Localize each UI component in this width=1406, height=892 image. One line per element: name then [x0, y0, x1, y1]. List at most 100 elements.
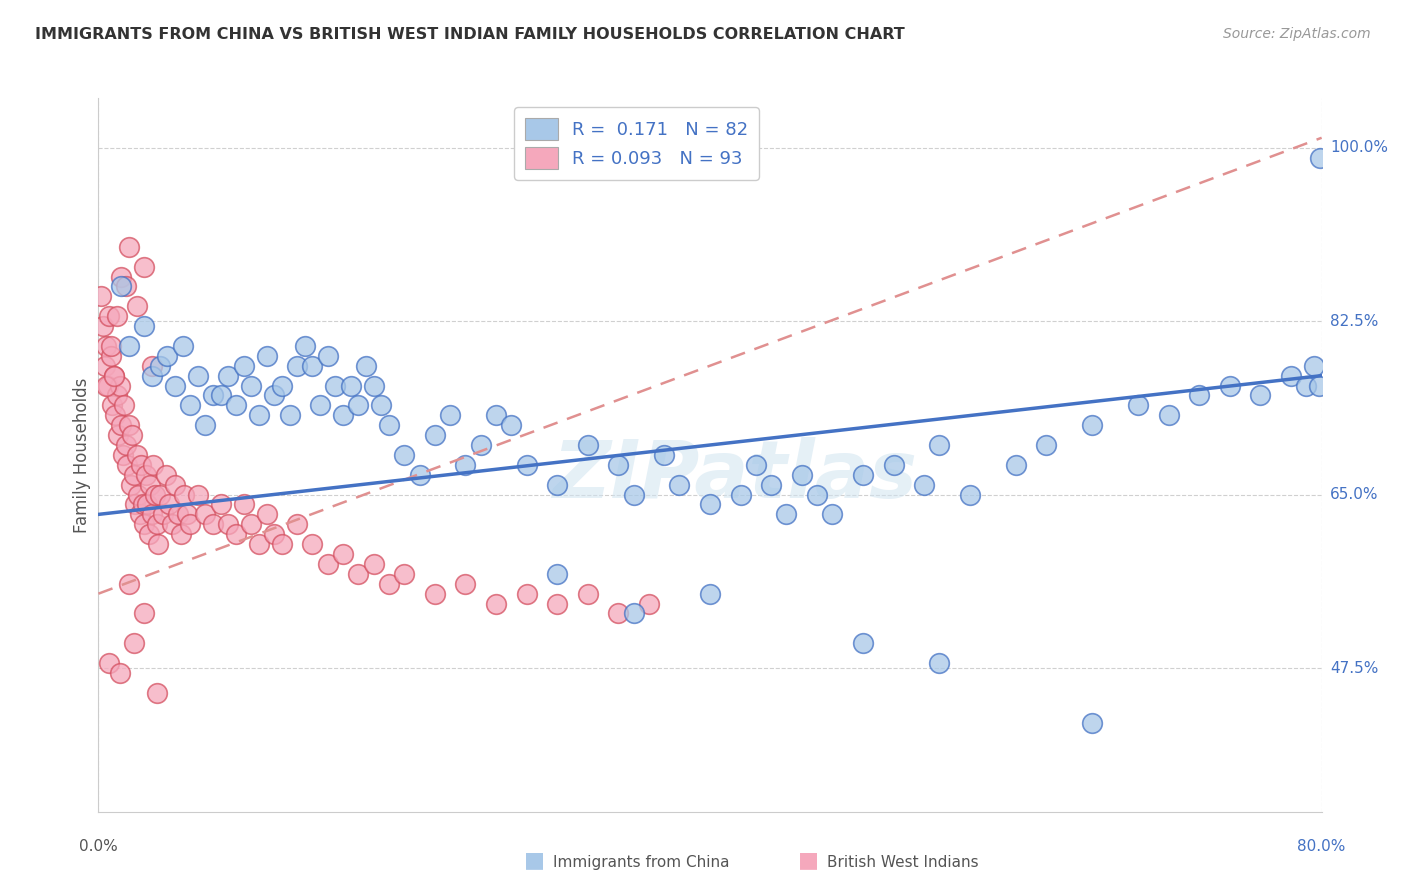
Point [115, 279, 138, 293]
Legend: R =  0.171   N = 82, R = 0.093   N = 93: R = 0.171 N = 82, R = 0.093 N = 93 [515, 107, 759, 180]
Point [217, 517, 239, 532]
Point [155, 467, 177, 482]
Point [301, 359, 323, 373]
Point [149, 359, 172, 373]
Point [439, 409, 461, 423]
Point [202, 388, 225, 402]
Text: ■: ■ [524, 850, 544, 870]
Point [1128, 398, 1150, 412]
Point [285, 359, 308, 373]
Point [118, 339, 141, 353]
Point [163, 477, 186, 491]
Point [141, 508, 163, 522]
Point [142, 458, 165, 472]
Point [156, 349, 179, 363]
Point [134, 319, 156, 334]
Text: 0.0%: 0.0% [79, 839, 118, 855]
Point [423, 587, 446, 601]
Point [134, 517, 156, 532]
Point [1250, 388, 1272, 402]
Point [325, 378, 347, 392]
Y-axis label: Family Households: Family Households [73, 377, 91, 533]
Point [1295, 378, 1317, 392]
Point [699, 587, 721, 601]
Point [117, 458, 139, 472]
Point [110, 418, 132, 433]
Point [516, 458, 538, 472]
Text: ZIPatlas: ZIPatlas [553, 437, 917, 516]
Point [124, 498, 146, 512]
Point [104, 409, 127, 423]
Point [761, 477, 783, 491]
Point [485, 409, 508, 423]
Point [1081, 715, 1104, 730]
Point [607, 458, 630, 472]
Point [378, 576, 401, 591]
Point [129, 458, 152, 472]
Point [110, 279, 132, 293]
Point [179, 398, 201, 412]
Point [332, 409, 354, 423]
Point [278, 409, 301, 423]
Point [98, 656, 121, 670]
Point [301, 537, 323, 551]
Point [668, 477, 690, 491]
Point [163, 378, 186, 392]
Point [1303, 359, 1326, 373]
Point [454, 458, 477, 472]
Text: 82.5%: 82.5% [1330, 314, 1378, 328]
Point [145, 686, 167, 700]
Point [270, 378, 294, 392]
Point [225, 527, 247, 541]
Point [652, 448, 675, 462]
Point [928, 438, 950, 452]
Point [176, 508, 198, 522]
Point [821, 508, 844, 522]
Point [256, 349, 278, 363]
Point [105, 309, 128, 323]
Point [1157, 409, 1180, 423]
Point [91, 319, 114, 334]
Point [546, 597, 568, 611]
Point [790, 467, 813, 482]
Point [332, 547, 354, 561]
Point [202, 517, 225, 532]
Point [134, 607, 156, 621]
Point [136, 498, 159, 512]
Point [160, 517, 183, 532]
Point [363, 378, 385, 392]
Point [607, 607, 630, 621]
Point [115, 438, 138, 452]
Point [852, 467, 875, 482]
Point [232, 359, 254, 373]
Point [1004, 458, 1026, 472]
Point [120, 477, 142, 491]
Point [141, 359, 163, 373]
Text: 65.0%: 65.0% [1330, 487, 1378, 502]
Point [125, 299, 148, 313]
Point [347, 398, 370, 412]
Point [1035, 438, 1057, 452]
Point [146, 537, 169, 551]
Point [167, 508, 190, 522]
Point [623, 607, 645, 621]
Point [187, 368, 209, 383]
Point [232, 498, 254, 512]
Point [138, 527, 160, 541]
Point [1308, 378, 1330, 392]
Point [141, 368, 163, 383]
Point [118, 418, 141, 433]
Point [187, 487, 209, 501]
Point [546, 477, 568, 491]
Point [97, 378, 120, 392]
Point [263, 388, 285, 402]
Point [912, 477, 935, 491]
Text: 80.0%: 80.0% [1298, 839, 1346, 855]
Point [112, 398, 135, 412]
Point [470, 438, 492, 452]
Point [135, 467, 157, 482]
Point [132, 498, 155, 512]
Point [127, 487, 149, 501]
Point [354, 359, 377, 373]
Text: Source: ZipAtlas.com: Source: ZipAtlas.com [1223, 27, 1371, 41]
